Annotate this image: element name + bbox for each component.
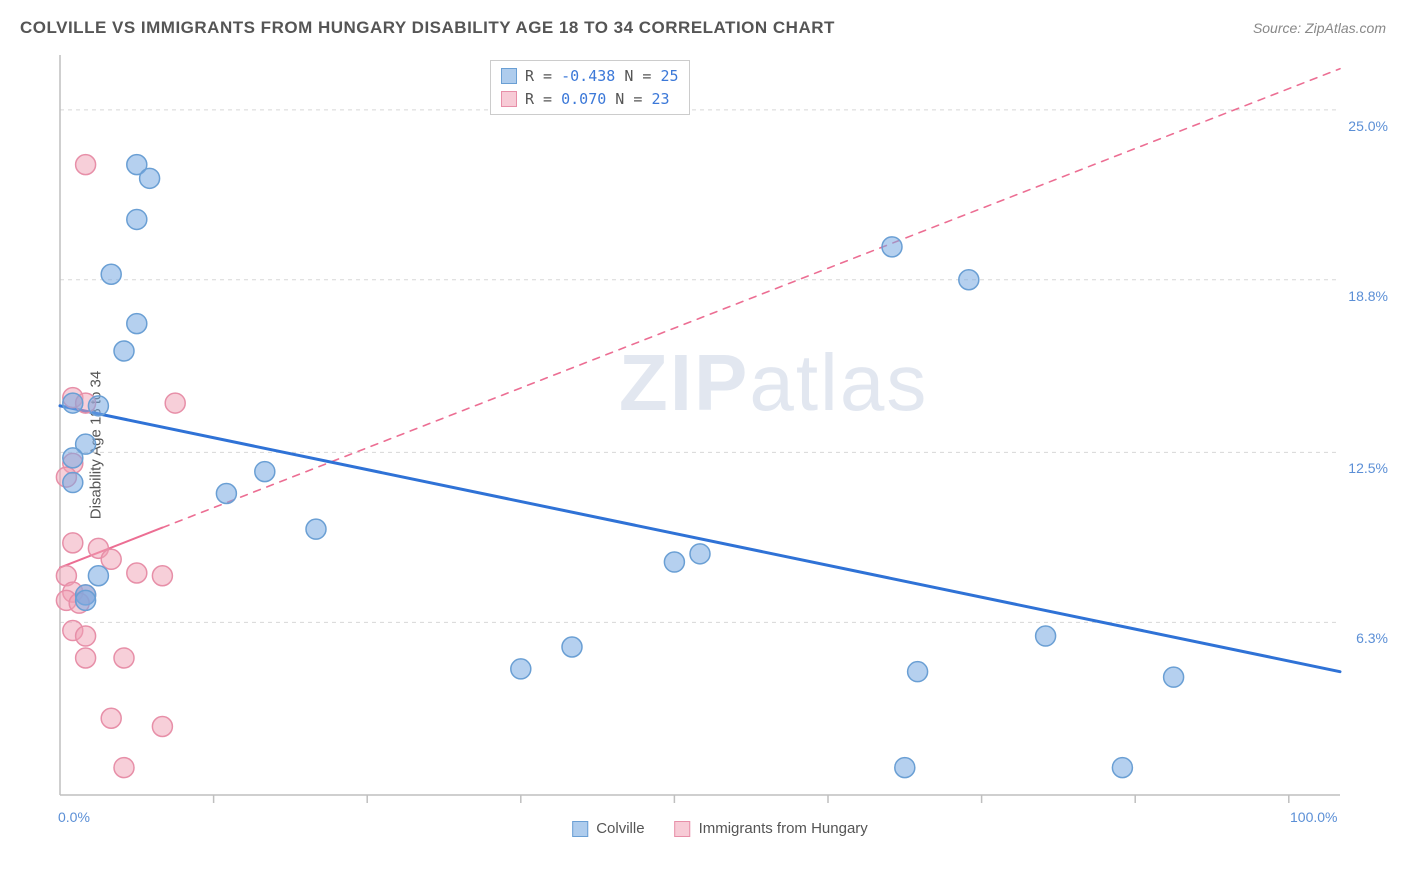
x-tick-label: 0.0% (58, 809, 90, 825)
y-tick-label: 12.5% (1348, 460, 1388, 476)
correlation-row: R = -0.438 N = 25 (501, 65, 679, 88)
scatter-plot (50, 55, 1390, 835)
legend-item: Colville (572, 820, 644, 837)
y-tick-label: 6.3% (1356, 630, 1388, 646)
legend-swatch (501, 68, 517, 84)
legend-label: Immigrants from Hungary (699, 820, 868, 837)
chart-area: Disability Age 18 to 34 R = -0.438 N = 2… (50, 55, 1390, 835)
y-tick-label: 18.8% (1348, 288, 1388, 304)
y-tick-label: 25.0% (1348, 118, 1388, 134)
legend-swatch (572, 821, 588, 837)
correlation-legend: R = -0.438 N = 25R = 0.070 N = 23 (490, 60, 690, 115)
x-tick-label: 100.0% (1290, 809, 1337, 825)
source-attribution: Source: ZipAtlas.com (1253, 20, 1386, 36)
legend-label: Colville (596, 820, 644, 837)
legend-swatch (501, 91, 517, 107)
legend-item: Immigrants from Hungary (675, 820, 868, 837)
chart-title: COLVILLE VS IMMIGRANTS FROM HUNGARY DISA… (20, 18, 835, 38)
correlation-row: R = 0.070 N = 23 (501, 88, 679, 111)
legend-swatch (675, 821, 691, 837)
series-legend: Colville Immigrants from Hungary (572, 820, 868, 837)
